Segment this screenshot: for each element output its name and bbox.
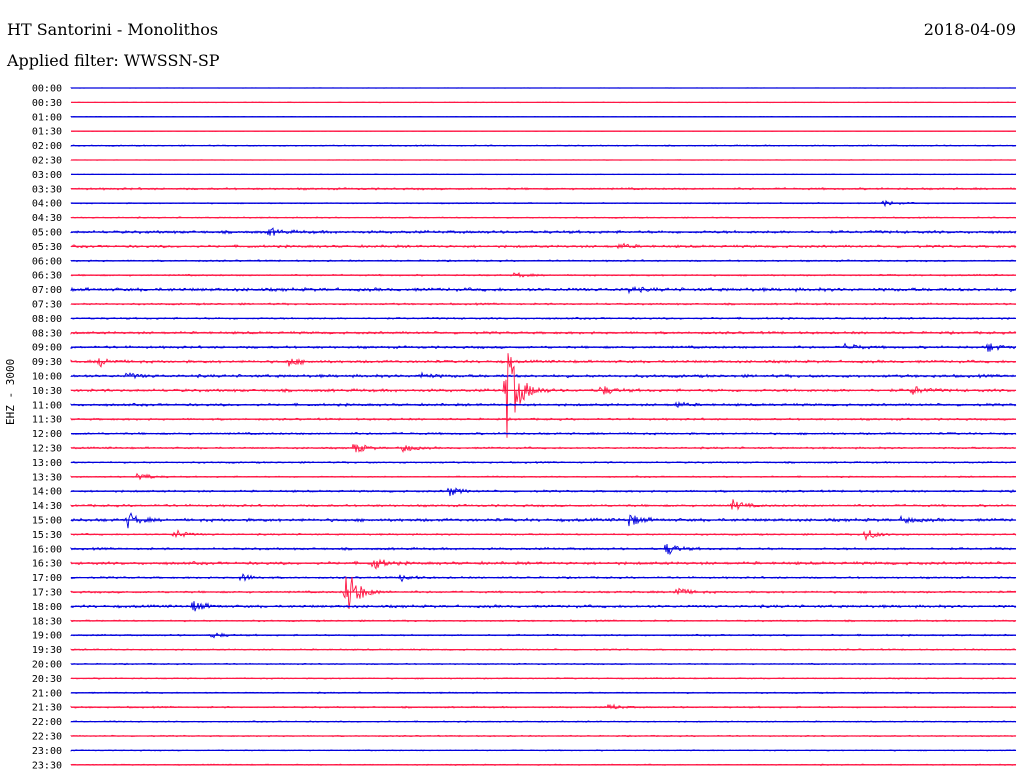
time-label: 00:30 xyxy=(32,98,62,109)
time-label: 04:00 xyxy=(32,199,62,210)
time-label: 12:00 xyxy=(32,429,62,440)
time-label: 09:00 xyxy=(32,343,62,354)
trace-line xyxy=(70,499,1017,511)
trace-line xyxy=(70,576,1017,610)
trace-line xyxy=(70,358,1017,368)
time-label: 04:30 xyxy=(32,213,62,224)
time-label: 10:00 xyxy=(32,372,62,383)
time-label: 18:00 xyxy=(32,602,62,613)
time-label: 10:30 xyxy=(32,386,62,397)
time-label: 20:30 xyxy=(32,674,62,685)
time-label: 14:30 xyxy=(32,501,62,512)
time-label: 16:00 xyxy=(32,544,62,555)
time-label: 17:30 xyxy=(32,588,62,599)
time-label: 08:30 xyxy=(32,328,62,339)
trace-line xyxy=(70,558,1017,570)
trace-line xyxy=(70,353,1017,438)
time-label: 14:00 xyxy=(32,487,62,498)
time-label: 02:00 xyxy=(32,141,62,152)
time-label: 07:00 xyxy=(32,285,62,296)
filter-label: Applied filter: WWSSN-SP xyxy=(7,51,220,70)
time-label: 11:30 xyxy=(32,415,62,426)
date-label: 2018-04-09 xyxy=(923,20,1016,39)
trace-line xyxy=(70,512,1017,529)
time-label: 19:00 xyxy=(32,631,62,642)
time-label: 06:30 xyxy=(32,271,62,282)
time-label: 15:00 xyxy=(32,516,62,527)
time-label: 23:00 xyxy=(32,746,62,757)
time-label: 13:00 xyxy=(32,458,62,469)
time-label: 18:30 xyxy=(32,616,62,627)
time-label: 23:30 xyxy=(32,760,62,771)
time-label: 09:30 xyxy=(32,357,62,368)
time-label: 06:00 xyxy=(32,256,62,267)
time-label: 13:30 xyxy=(32,472,62,483)
time-label: 01:00 xyxy=(32,112,62,123)
time-label: 08:00 xyxy=(32,314,62,325)
time-label: 15:30 xyxy=(32,530,62,541)
trace-line xyxy=(70,487,1017,497)
time-label: 02:30 xyxy=(32,156,62,167)
time-label: 17:00 xyxy=(32,573,62,584)
time-label: 07:30 xyxy=(32,300,62,311)
time-label: 03:00 xyxy=(32,170,62,181)
traces xyxy=(70,87,1017,767)
time-label: 05:30 xyxy=(32,242,62,253)
time-label: 21:00 xyxy=(32,688,62,699)
time-label: 20:00 xyxy=(32,660,62,671)
time-label: 00:00 xyxy=(32,84,62,95)
time-labels: 00:00 00:30 01:00 01:30 02:00 02:30 03:00 03:30… xyxy=(32,84,62,772)
station-title: HT Santorini - Monolithos xyxy=(7,20,219,39)
time-label: 12:30 xyxy=(32,444,62,455)
time-label: 05:00 xyxy=(32,228,62,239)
time-label: 01:30 xyxy=(32,127,62,138)
time-label: 21:30 xyxy=(32,703,62,714)
time-label: 22:30 xyxy=(32,732,62,743)
time-label: 19:30 xyxy=(32,645,62,656)
time-label: 03:30 xyxy=(32,184,62,195)
time-label: 22:00 xyxy=(32,717,62,728)
time-label: 16:30 xyxy=(32,559,62,570)
time-label: 11:00 xyxy=(32,400,62,411)
